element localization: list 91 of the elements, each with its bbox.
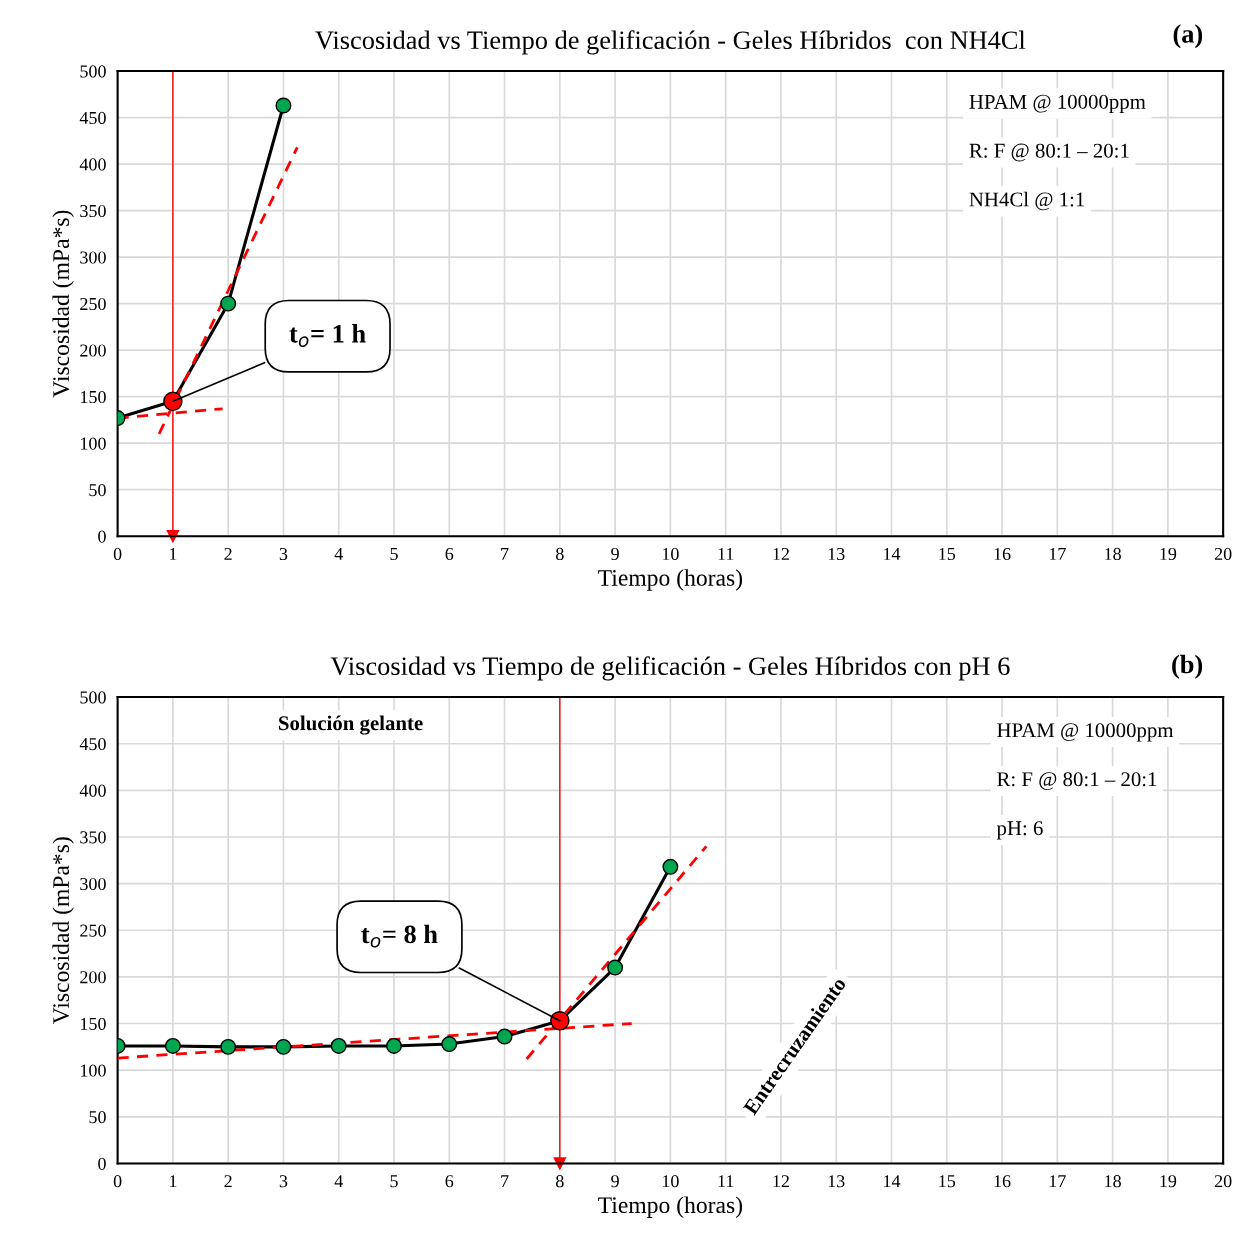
point [662,858,679,875]
x-tick-label: 11 [718,547,734,560]
annotation: pH: 6 [996,821,1043,840]
y-tick-label: 250 [80,924,106,937]
annotation: HPAM @ 10000ppm [969,94,1146,114]
x-tick-label: 20 [1214,547,1232,561]
x-tick-label: 16 [994,547,1011,561]
x-tick-label: 6 [445,1175,454,1188]
x-tick-label: 5 [390,1175,398,1188]
point [330,1037,347,1054]
x-tick-label: 2 [224,1175,232,1188]
x-tick-label: 18 [1105,547,1121,561]
x-tick-label: 9 [611,1175,619,1188]
y-tick-label: 50 [89,483,106,497]
x-tick-label: 3 [279,1175,288,1188]
point [441,1036,458,1053]
x-tick-label: 1 [169,1175,177,1188]
x-tick-label: 10 [662,1175,679,1188]
y-tick-label: 450 [79,111,106,125]
x-tick-label: 2 [224,547,232,560]
x-tick-label: 13 [828,1175,845,1188]
x-tick-label: 14 [884,1175,901,1188]
x-tick-label: 19 [1160,1175,1177,1188]
point [386,1037,402,1054]
y-tick-label: 500 [80,691,106,704]
x-tick-label: 3 [279,547,288,561]
y-axis-title: Viscosidad (mPa*s) [52,210,74,398]
y-tick-label: 400 [79,158,106,171]
x-tick-label: 6 [445,547,454,561]
annotation: R: F @ 80:1 – 20:1 [997,772,1157,790]
annotation: t$_{o}$= 1 h [289,324,366,347]
y-tick-label: 350 [80,831,106,844]
x-tick-label: 4 [334,547,343,560]
x-tick-label: 10 [662,547,679,561]
x-tick-label: 8 [556,547,564,561]
chart-title: Viscosidad vs Tiempo de gelificación - Geles Híbridos con NH4Cl [315,30,1026,55]
point [607,959,624,976]
x-tick-label: 14 [884,547,901,560]
x-tick-label: 12 [773,547,789,560]
annotation: NH4Cl @ 1:1 [969,191,1085,211]
x-tick-label: 0 [113,547,122,561]
x-tick-label: 9 [611,547,619,561]
y-tick-label: 150 [81,1017,106,1030]
x-tick-label: 17 [1049,547,1066,560]
annotation: Solución gelante [279,715,423,735]
y-tick-label: 0 [98,530,106,543]
annotation: HPAM @ 10000ppm [997,723,1174,742]
x-tick-label: 15 [939,1175,956,1188]
x-tick-label: 18 [1105,1175,1121,1188]
x-tick-label: 15 [939,547,956,561]
y-tick-label: 100 [81,437,106,450]
x-tick-label: 4 [334,1175,343,1188]
x-tick-label: 1 [169,547,177,560]
y-tick-label: 200 [80,971,106,984]
annotation: t$_{o}$= 8 h [361,924,438,948]
y-tick-label: 0 [98,1157,106,1170]
x-tick-label: 12 [773,1175,789,1188]
x-tick-label: 0 [113,1175,122,1188]
text: (b) [1172,654,1203,679]
y-tick-label: 100 [81,1064,106,1077]
x-tick-label: 19 [1160,547,1177,561]
y-tick-label: 400 [79,784,106,797]
point [220,1038,237,1055]
y-axis-title: Viscosidad (mPa*s) [52,837,74,1025]
x-axis-title: Tiempo (horas) [598,1196,743,1218]
x-tick-label: 16 [994,1175,1011,1188]
x-tick-label: 7 [501,1175,509,1188]
y-tick-label: 250 [80,297,106,311]
x-tick-label: 7 [501,548,509,560]
y-tick-label: 300 [80,251,106,264]
x-axis-title: Tiempo (horas) [598,569,743,591]
x-tick-label: 13 [828,547,845,561]
chart-title: Viscosidad vs Tiempo de gelificación - Geles Híbridos con pH 6 [330,656,1010,681]
text: (a) [1173,24,1203,49]
y-tick-label: 500 [80,65,106,78]
x-tick-label: 5 [390,548,398,561]
point [496,1028,513,1045]
point [275,1038,292,1055]
y-tick-label: 50 [89,1111,106,1124]
point [550,1010,570,1031]
x-tick-label: 8 [556,1175,564,1188]
x-tick-label: 17 [1049,1175,1066,1188]
y-tick-label: 200 [80,344,106,357]
point [164,1037,181,1054]
y-tick-label: 450 [79,737,106,751]
y-tick-label: 300 [80,877,106,891]
annotation: R: F @ 80:1 – 20:1 [969,143,1129,162]
y-tick-label: 350 [80,204,106,218]
y-tick-label: 150 [81,390,106,404]
x-tick-label: 11 [718,1175,734,1188]
x-tick-label: 20 [1214,1175,1232,1188]
